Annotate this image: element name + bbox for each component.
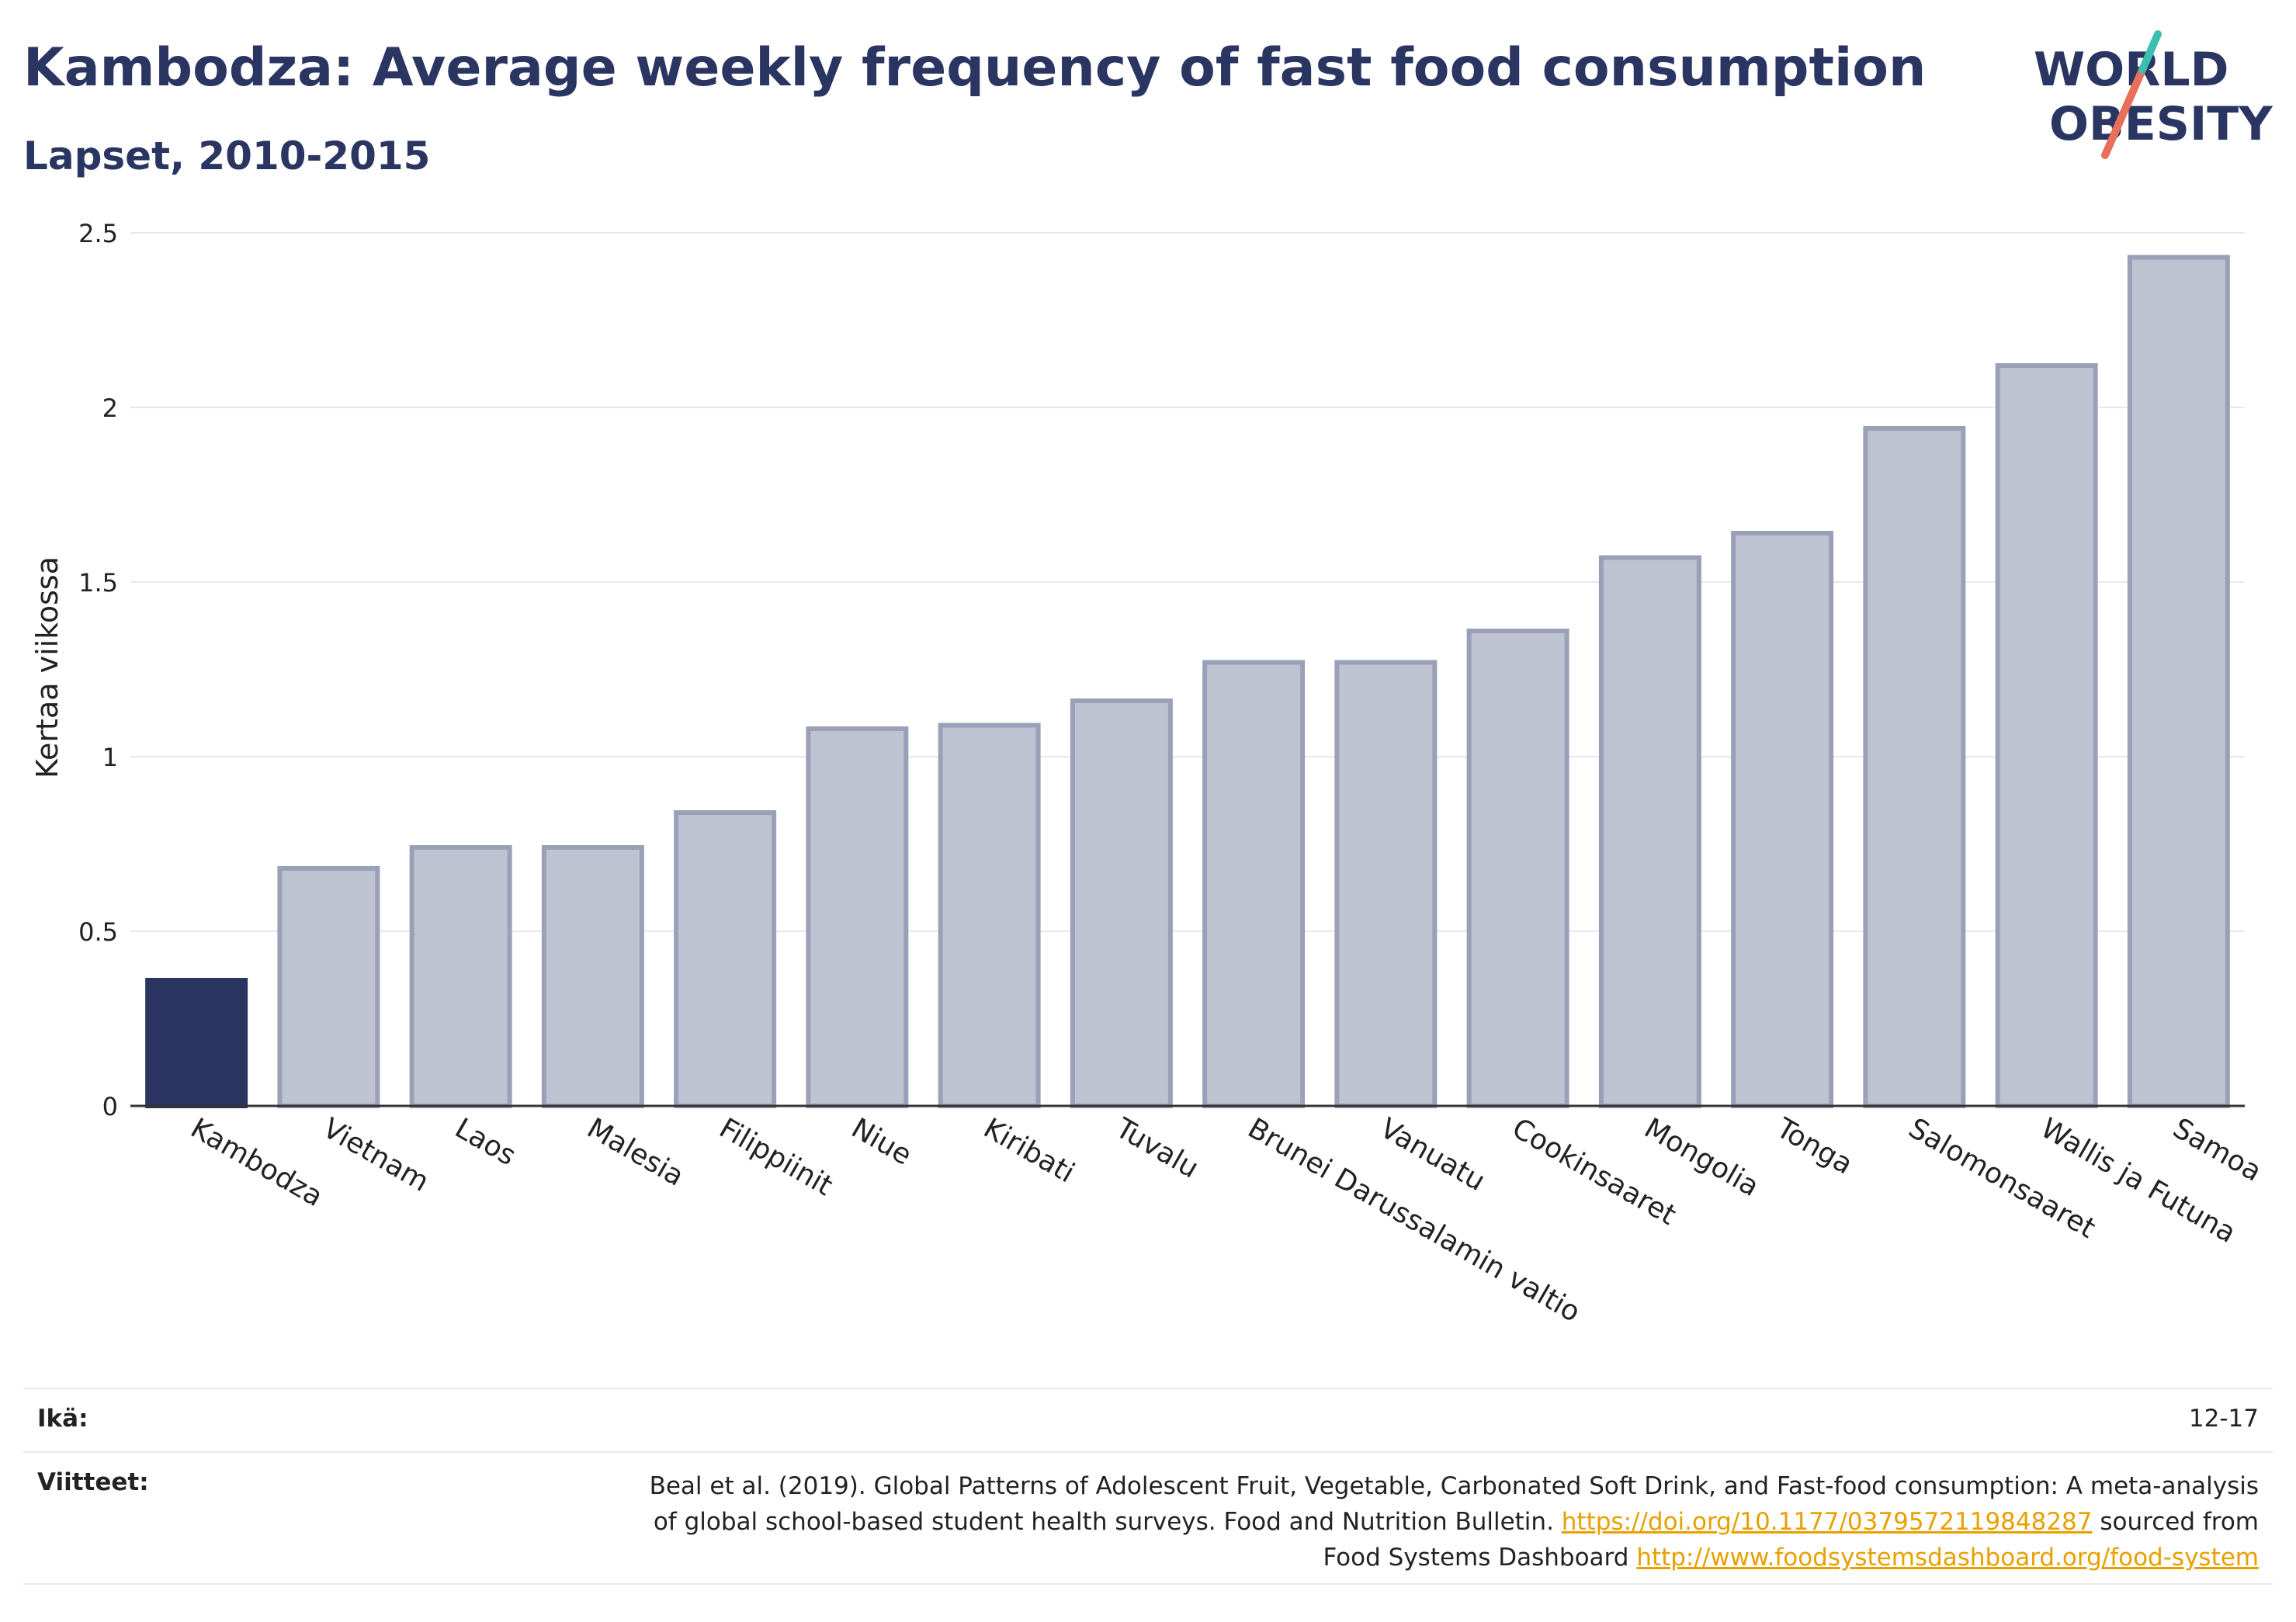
- bar-laos[interactable]: [409, 845, 512, 1108]
- world-obesity-logo: WORLD OBESITY: [2034, 30, 2273, 159]
- bar-vanuatu[interactable]: [1334, 660, 1438, 1108]
- bar-kiribati[interactable]: [938, 723, 1041, 1108]
- refs-text-1: Beal et al. (2019). Global Patterns of A…: [649, 1472, 2259, 1500]
- x-tick-label: Filippiinit: [714, 1112, 838, 1202]
- refs-text: Beal et al. (2019). Global Patterns of A…: [551, 1468, 2259, 1575]
- logo-line2: OBESITY: [2049, 97, 2273, 151]
- x-tick-label: Vietnam: [317, 1112, 434, 1198]
- bar-tuvalu[interactable]: [1070, 698, 1173, 1108]
- y-axis-label: Kertaa viikossa: [30, 556, 64, 778]
- y-tick-label: 0.5: [78, 917, 118, 947]
- y-tick-label: 2: [102, 393, 118, 423]
- x-tick-label: Kambodza: [186, 1112, 328, 1213]
- y-tick-label: 0: [102, 1092, 118, 1121]
- age-value: 12-17: [2188, 1405, 2259, 1433]
- footer-age-row: Ikä: 12-17: [23, 1405, 2273, 1444]
- x-tick-label: Vanuatu: [1375, 1112, 1490, 1197]
- bar-salomonsaaret[interactable]: [1863, 426, 1966, 1108]
- chart-subtitle: Lapset, 2010-2015: [23, 133, 431, 178]
- y-axis-ticks: 0 0.5 1 1.5 2 2.5: [78, 219, 118, 1121]
- x-tick-label: Niue: [846, 1112, 917, 1171]
- refs-text-3: sourced from: [2100, 1508, 2259, 1536]
- x-tick-label: Malesia: [581, 1112, 688, 1193]
- bar-tonga[interactable]: [1731, 531, 1834, 1108]
- footer-divider-mid: [23, 1451, 2273, 1453]
- bar-filippiinit[interactable]: [674, 810, 777, 1108]
- y-tick-label: 1.5: [78, 568, 118, 598]
- y-tick-label: 1: [102, 743, 118, 772]
- x-tick-label: Tuvalu: [1110, 1112, 1204, 1185]
- x-tick-label: Kiribati: [978, 1112, 1080, 1189]
- chart-title: Kambodza: Average weekly frequency of fa…: [23, 37, 1927, 99]
- refs-label: Viitteet:: [37, 1468, 149, 1496]
- dashboard-link[interactable]: http://www.foodsystemsdashboard.org/food…: [1636, 1544, 2259, 1572]
- refs-text-4: Food Systems Dashboard: [1323, 1544, 1629, 1572]
- bars: [145, 255, 2230, 1108]
- y-tick-label: 2.5: [78, 219, 118, 248]
- footer-refs-row: Viitteet: Beal et al. (2019). Global Pat…: [23, 1468, 2273, 1585]
- bar-brunei-darussalamin-valtio[interactable]: [1202, 660, 1306, 1108]
- footer-divider-bottom: [23, 1583, 2273, 1585]
- age-label: Ikä:: [37, 1405, 88, 1433]
- x-tick-label: Laos: [449, 1112, 521, 1172]
- bar-samoa[interactable]: [2127, 255, 2230, 1108]
- x-tick-label: Samoa: [2167, 1112, 2267, 1188]
- bar-niue[interactable]: [806, 726, 909, 1108]
- refs-text-2: of global school-based student health su…: [653, 1508, 1554, 1536]
- footer-divider-top: [23, 1388, 2273, 1389]
- logo-slash-teal: [2138, 30, 2162, 74]
- bar-wallis-ja-futuna[interactable]: [1995, 363, 2098, 1108]
- x-tick-label: Tonga: [1771, 1112, 1858, 1181]
- doi-link[interactable]: https://doi.org/10.1177/0379572119848287: [1561, 1508, 2093, 1536]
- bar-malesia[interactable]: [541, 845, 644, 1108]
- bar-cookinsaaret[interactable]: [1466, 629, 1569, 1108]
- logo-slash-red: [2101, 66, 2146, 159]
- bar-vietnam[interactable]: [277, 866, 380, 1108]
- bar-mongolia[interactable]: [1598, 555, 1701, 1108]
- bar-kambodza[interactable]: [145, 978, 248, 1108]
